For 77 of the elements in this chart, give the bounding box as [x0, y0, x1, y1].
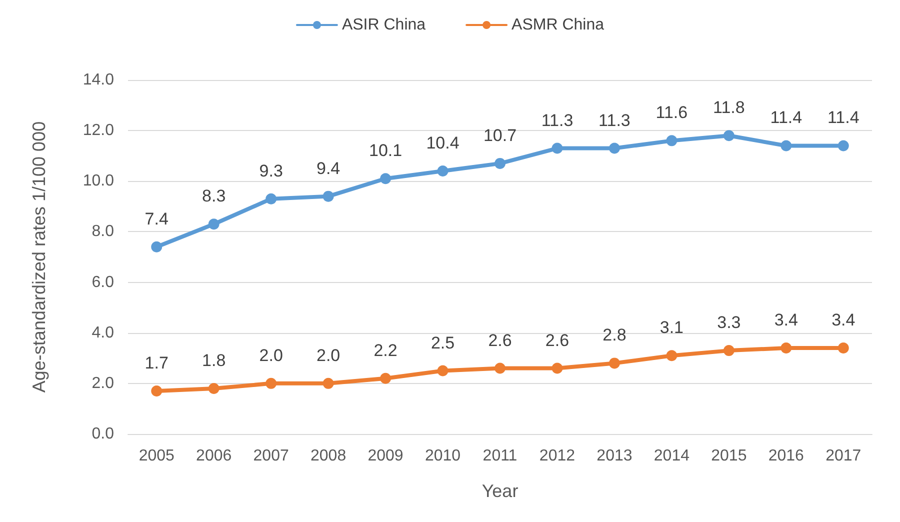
x-tick-label: 2012 — [539, 448, 576, 464]
y-axis-title: Age-standardized rates 1/100 000 — [29, 121, 49, 393]
point — [266, 193, 277, 204]
point — [838, 342, 849, 354]
y-tick-label: 14.0 — [82, 72, 114, 88]
point — [208, 382, 220, 394]
data-label: 2.6 — [488, 330, 512, 350]
data-label: 11.8 — [713, 98, 745, 118]
point — [552, 142, 563, 154]
point — [437, 166, 448, 177]
data-label: 2.5 — [430, 333, 455, 352]
data-label: 10.1 — [368, 141, 402, 160]
point — [666, 135, 678, 146]
y-tick-label: 6.0 — [92, 274, 114, 291]
legend-label: ASMR China — [512, 16, 604, 34]
data-label: 8.3 — [202, 186, 226, 206]
x-tick-label: 2005 — [138, 448, 175, 464]
x-tick-label: 2014 — [654, 448, 690, 464]
x-tick-label: 2013 — [596, 448, 632, 464]
y-tick-label: 12.0 — [82, 122, 114, 140]
x-tick-label: 2010 — [424, 448, 461, 464]
y-tick-label: 2.0 — [92, 374, 114, 392]
point — [151, 241, 162, 252]
data-label: 11.3 — [541, 110, 574, 130]
data-label: 11.6 — [656, 103, 688, 122]
x-tick-label: 2017 — [826, 448, 862, 464]
data-label: 3.4 — [774, 310, 798, 330]
data-label: 2.6 — [545, 330, 570, 350]
x-axis-title: Year — [482, 481, 518, 501]
data-label: 10.7 — [483, 126, 517, 145]
y-tick-label: 10.0 — [82, 172, 114, 190]
y-tick-label: 8.0 — [92, 223, 114, 240]
point — [380, 372, 392, 384]
data-label: 3.3 — [717, 313, 741, 332]
point — [380, 173, 392, 184]
x-tick-label: 2015 — [711, 448, 747, 464]
point — [723, 130, 734, 142]
data-label: 11.3 — [598, 110, 630, 130]
data-label: 2.2 — [374, 340, 398, 360]
data-label: 2.0 — [259, 346, 283, 365]
data-label: 3.1 — [660, 318, 684, 338]
point — [494, 158, 506, 169]
point — [608, 142, 620, 154]
point — [838, 140, 849, 152]
x-tick-label: 2016 — [768, 448, 804, 464]
x-tick-label: 2011 — [482, 448, 518, 464]
point — [723, 345, 734, 356]
point — [552, 362, 563, 374]
x-tick-label: 2008 — [310, 448, 346, 464]
point — [151, 386, 162, 397]
x-tick-label: 2009 — [368, 448, 404, 464]
x-tick-label: 2007 — [253, 448, 289, 464]
data-label: 11.4 — [827, 108, 860, 128]
point — [780, 342, 792, 354]
data-label: 7.4 — [144, 209, 168, 228]
point — [322, 378, 334, 389]
x-tick-label: 2006 — [196, 448, 232, 464]
data-label: 1.7 — [144, 354, 168, 373]
point — [266, 378, 277, 389]
data-label: 9.4 — [316, 158, 340, 178]
point — [608, 358, 620, 369]
point — [666, 350, 678, 362]
data-label: 2.8 — [602, 326, 626, 345]
y-tick-label: 0.0 — [92, 426, 114, 442]
point — [437, 365, 448, 376]
point — [780, 140, 792, 152]
point — [208, 218, 220, 230]
y-tick-label: 4.0 — [92, 324, 114, 342]
data-label: 2.0 — [316, 346, 340, 365]
data-label: 1.8 — [202, 350, 226, 370]
point — [322, 190, 334, 202]
legend-label: ASIR China — [342, 16, 426, 34]
data-label: 9.3 — [259, 161, 283, 180]
data-label: 3.4 — [832, 310, 856, 330]
data-label: 10.4 — [426, 134, 460, 153]
point — [494, 362, 506, 374]
data-label: 11.4 — [770, 108, 802, 128]
